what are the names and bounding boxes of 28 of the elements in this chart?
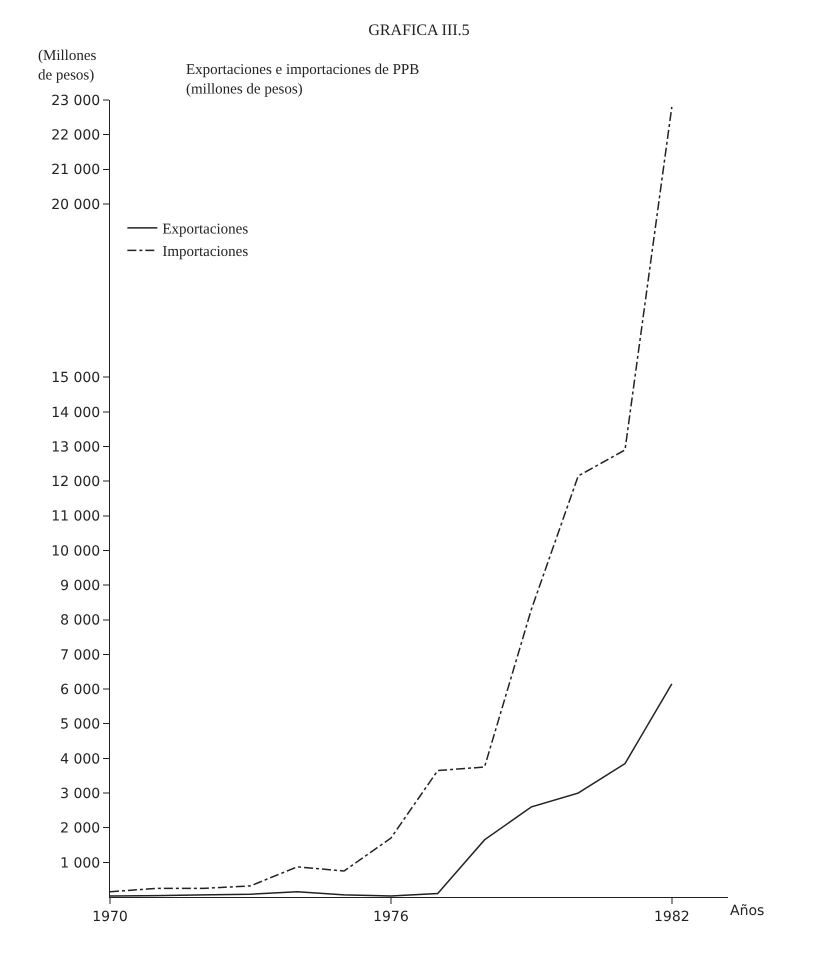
y-tick-label: 2 000 bbox=[60, 820, 100, 837]
y-tick-label: 7 000 bbox=[60, 647, 100, 664]
legend-label: Importaciones bbox=[162, 244, 248, 260]
y-tick-label: 13 000 bbox=[51, 439, 100, 456]
y-tick-label: 8 000 bbox=[60, 612, 100, 629]
y-tick-label: 4 000 bbox=[60, 751, 100, 768]
y-tick-label: 6 000 bbox=[60, 682, 100, 698]
y-tick-label: 22 000 bbox=[51, 128, 100, 144]
x-tick-label: 1970 bbox=[92, 908, 128, 925]
y-axis-title: (Millones de pesos) bbox=[38, 48, 96, 84]
chart-subtitle: Exportaciones e importaciones de PPB (millones de pesos) bbox=[186, 62, 420, 98]
x-tick-label: 1982 bbox=[654, 908, 690, 925]
y-tick-label: 1 000 bbox=[60, 855, 100, 872]
y-tick-label: 23 000 bbox=[51, 92, 100, 109]
x-axis-title: Años bbox=[730, 903, 764, 919]
y-tick-label: 20 000 bbox=[51, 196, 100, 213]
chart-title: GRAFICA III.5 bbox=[368, 22, 470, 40]
y-tick-label: 11 000 bbox=[51, 508, 100, 525]
legend-label: Exportaciones bbox=[162, 222, 248, 238]
y-tick-label: 15 000 bbox=[51, 370, 100, 386]
x-tick-label: 1976 bbox=[373, 908, 409, 925]
y-tick-label: 9 000 bbox=[60, 578, 100, 594]
y-tick-label: 14 000 bbox=[51, 404, 100, 421]
y-tick-label: 21 000 bbox=[51, 162, 100, 178]
y-tick-label: 10 000 bbox=[51, 543, 100, 560]
y-tick-label: 12 000 bbox=[51, 474, 100, 490]
y-tick-label: 5 000 bbox=[60, 716, 100, 733]
y-tick-label: 3 000 bbox=[60, 786, 100, 802]
